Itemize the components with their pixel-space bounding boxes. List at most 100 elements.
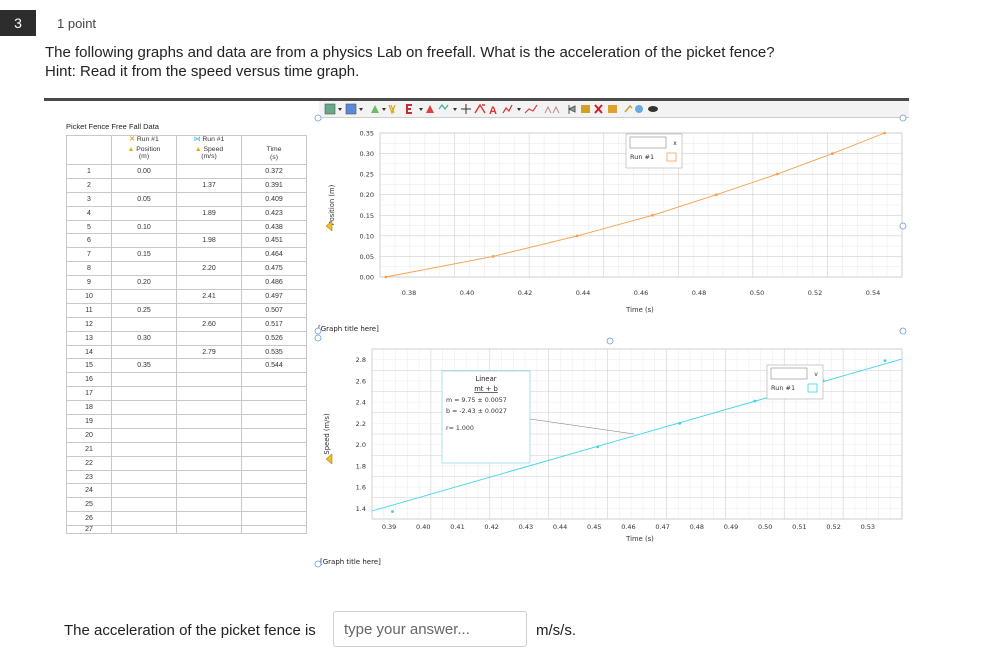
resize-handle-icon [314,327,322,335]
cell-time: 0.464 [241,247,307,263]
lab-image: A Picket Fence Free Fall Data ✕ Run #1 ▲… [44,98,909,581]
run-x-icon: ✕ [129,136,135,143]
y-tick-label: 0.25 [360,171,374,179]
y-tick-label: 2.8 [356,356,366,364]
resize-handle-icon [899,222,907,230]
answer-prefix: The acceleration of the picket fence is [64,622,316,639]
x-tick-label: 0.40 [460,289,474,297]
fit-label: Linear [475,375,496,383]
y-axis-label: Speed (m/s) [323,413,331,455]
x-tick-label: 0.39 [382,523,396,531]
col-time-unit: (s) [270,153,278,161]
fit-annotation-box [441,370,531,464]
cell-time [241,525,307,535]
legend-swatch [666,152,677,162]
table-row: 25 [66,497,307,513]
table-row: 15 0.35 0.544 [66,358,307,374]
x-tick-label: 0.47 [655,523,669,531]
x-tick-label: 0.45 [587,523,601,531]
x-tick-label: 0.43 [519,523,533,531]
table-row: 8 2.20 0.475 [66,261,307,277]
col-position-unit: (m) [138,153,150,160]
x-tick-label: 0.48 [690,523,704,531]
answer-input[interactable] [333,611,527,647]
toolbar-icons: A [324,103,658,117]
answer-unit: m/s/s. [536,622,576,639]
graph-title-placeholder: [Graph title here] [320,558,381,566]
data-point [883,131,886,135]
table-row: 14 2.79 0.535 [66,344,307,360]
data-point [575,234,579,238]
graphs: 0.00 0.05 0.10 0.15 0.20 0.25 0.30 0.35 0.38 0.40… [314,114,907,568]
series-line [385,132,885,278]
question-text-line2: Hint: Read it from the speed versus time… [45,63,360,80]
y-tick-label: 0.30 [360,150,374,158]
warning-icon: ▲ [127,145,135,153]
svg-text:A: A [489,105,497,117]
x-tick-label: 0.42 [518,289,532,297]
axis-handle-icon [325,453,333,465]
x-tick-label: 0.52 [808,289,822,297]
fit-slope: m = 9.75 ± 0.0057 [446,397,507,404]
y-tick-label: 1.8 [356,462,366,470]
run-label-speed: Run #1 [202,136,225,143]
fit-equation: mt + b [474,385,498,393]
table-header-time: Time (s) [241,135,307,165]
data-point [391,510,394,513]
x-axis-label: Time (s) [625,535,654,543]
table-header-position: ✕ Run #1 ▲ Position (m) [111,135,177,165]
table-row: 7 0.15 0.464 [66,247,307,263]
legend-input [629,136,667,149]
table-header-speed: ⋈ Run #1 ▲ Speed (m/s) [176,135,242,165]
table-row: 2 1.37 0.391 [66,177,307,193]
x-tick-label: 0.44 [576,289,590,297]
data-point [491,255,495,258]
x-tick-label: 0.38 [402,289,416,297]
run-bowtie-icon: ⋈ [193,136,201,143]
question-points: 1 point [57,16,97,31]
data-point [753,399,757,403]
warning-icon: ▲ [194,145,202,153]
data-table: ✕ Run #1 ▲ Position (m) ⋈ Run #1 ▲ Speed… [66,135,307,535]
col-position-label: Position [136,145,161,153]
y-tick-label: 1.4 [356,505,366,513]
y-tick-label: 0.00 [360,274,374,282]
table-row: 22 [66,455,307,471]
data-point [883,359,887,363]
legend-input [770,367,808,380]
resize-handle-icon [314,114,322,122]
x-tick-label: 0.49 [724,523,738,531]
x-tick-label: 0.46 [621,523,635,531]
resize-handle-icon [899,327,907,335]
graph-toolbar: A [319,101,909,118]
table-row: 9 0.20 0.486 [66,275,307,291]
y-tick-label: 2.6 [356,377,366,385]
data-point [775,172,779,176]
x-tick-label: 0.41 [450,523,464,531]
table-row: 21 [66,441,307,457]
col-speed-unit: (m/s) [201,153,217,160]
y-tick-label: 0.05 [360,253,374,261]
data-point [596,445,600,449]
y-tick-label: 0.20 [360,191,374,199]
fit-intercept: b = -2.43 ± 0.0027 [446,408,507,415]
x-axis-label: Time (s) [625,306,654,314]
resize-handle-icon [314,334,322,342]
data-point [384,275,388,279]
col-speed-label: Speed [203,145,224,153]
resize-handle-icon [606,337,614,345]
table-body: 1 0.00 0.372 2 1.37 0.391 3 0.05 0.409 4 1.89 0.423… [66,164,307,535]
x-tick-label: 0.44 [553,523,567,531]
y-tick-label: 1.6 [356,484,366,492]
data-point [831,152,834,155]
table-row: 3 0.05 0.409 [66,191,307,207]
close-icon: x [673,140,677,147]
x-tick-label: 0.48 [692,289,706,297]
y-axis-label: Position (m) [328,184,336,225]
table-header-row: ✕ Run #1 ▲ Position (m) ⋈ Run #1 ▲ Speed… [66,135,307,165]
legend-label: Run #1 [771,384,795,392]
x-tick-label: 0.51 [792,523,806,531]
resize-handle-icon [314,560,322,568]
x-tick-label: 0.50 [750,289,764,297]
y-tick-label: 2.0 [356,441,366,449]
